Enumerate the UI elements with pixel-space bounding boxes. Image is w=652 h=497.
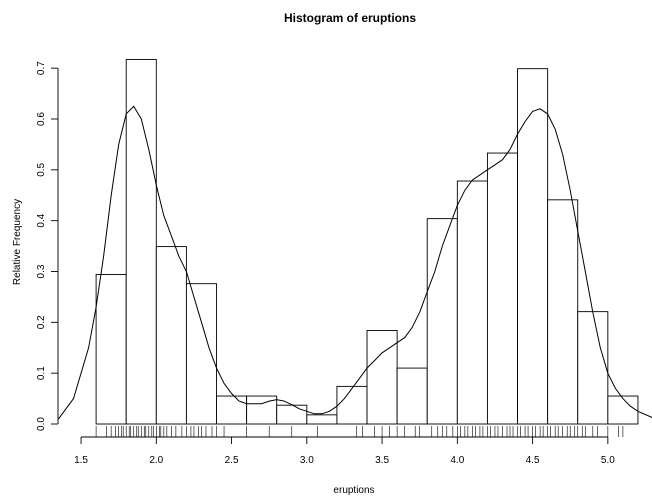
y-tick-label-7: 0.6 <box>36 112 47 126</box>
x-tick-label-1: 1.5 <box>74 455 88 466</box>
histogram-bar-17 <box>577 311 609 425</box>
y-axis-label: Relative Frequency <box>12 199 23 285</box>
histogram-bar-16 <box>547 199 579 425</box>
x-axis-label: eruptions <box>333 485 374 496</box>
histogram-bar-15 <box>517 68 549 425</box>
y-tick-label-2: 0.1 <box>36 366 47 380</box>
y-tick-label-6: 0.5 <box>36 162 47 176</box>
histogram-bar-18 <box>607 395 639 425</box>
histogram-bar-11 <box>396 367 428 425</box>
x-tick-label-5: 3.5 <box>375 455 389 466</box>
y-tick-label-4: 0.3 <box>36 264 47 278</box>
chart-title: Histogram of eruptions <box>284 11 416 25</box>
histogram-bar-13 <box>456 180 488 425</box>
x-tick-label-7: 4.5 <box>526 455 540 466</box>
histogram-bar-1 <box>95 274 127 425</box>
bars-group <box>95 59 639 425</box>
x-tick-label-8: 5.0 <box>601 455 615 466</box>
rug-group <box>95 426 624 437</box>
histogram-bar-14 <box>486 152 518 425</box>
histogram-bar-5 <box>216 395 248 425</box>
histogram-bar-9 <box>336 385 368 425</box>
y-axis: 0.0 0.1 0.2 0.3 0.4 0.5 0.6 0.7 <box>36 61 59 431</box>
histogram-bar-12 <box>426 218 458 425</box>
histogram-bar-8 <box>306 414 338 425</box>
density-curve <box>58 105 652 420</box>
histogram-bar-2 <box>125 59 157 425</box>
histogram-bar-10 <box>366 330 398 425</box>
histogram-bar-4 <box>185 283 217 425</box>
histogram-bar-7 <box>276 404 308 425</box>
y-tick-label-8: 0.7 <box>36 61 47 75</box>
x-tick-label-4: 3.0 <box>300 455 314 466</box>
x-axis: 1.5 2.0 2.5 3.0 3.5 4.0 4.5 5.0 <box>74 436 615 466</box>
x-tick-label-2: 2.0 <box>149 455 163 466</box>
x-tick-label-3: 2.5 <box>225 455 239 466</box>
y-tick-label-3: 0.2 <box>36 315 47 329</box>
histogram-bar-3 <box>155 246 187 425</box>
y-tick-label-1: 0.0 <box>36 417 47 431</box>
y-tick-label-5: 0.4 <box>36 213 47 227</box>
x-tick-label-6: 4.0 <box>450 455 464 466</box>
